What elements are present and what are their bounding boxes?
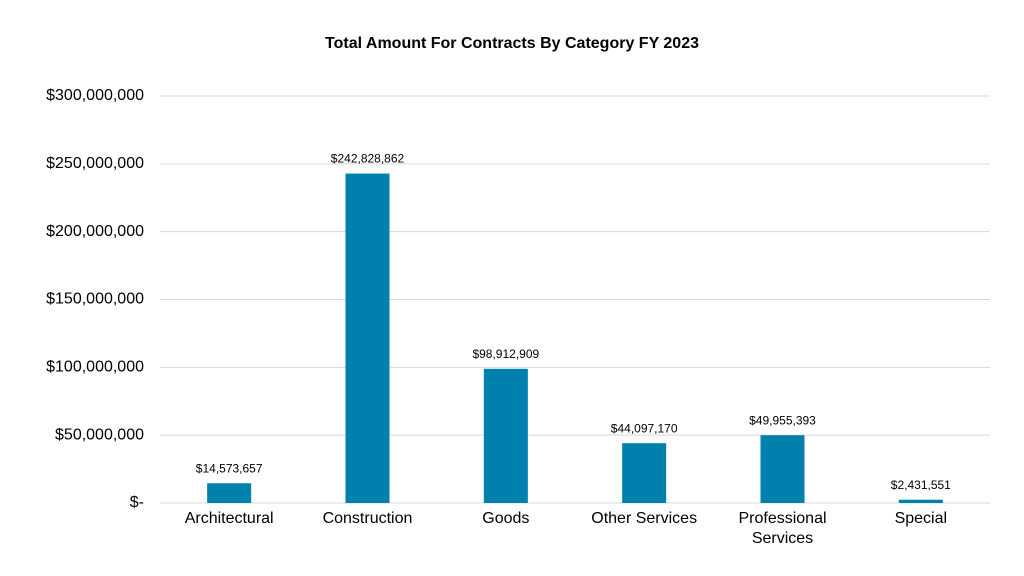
bar xyxy=(898,499,943,503)
chart-title: Total Amount For Contracts By Category F… xyxy=(325,35,699,52)
y-tick-label: $150,000,000 xyxy=(46,291,144,308)
y-tick-label: $300,000,000 xyxy=(46,87,144,104)
x-tick-label: Professional Services xyxy=(738,510,827,547)
y-tick-label: $250,000,000 xyxy=(46,155,144,172)
value-label: $49,955,393 xyxy=(749,413,816,427)
value-label: $2,431,551 xyxy=(891,478,951,492)
y-tick-label: $200,000,000 xyxy=(46,223,144,240)
bar xyxy=(622,443,667,503)
x-tick-label: Other Services xyxy=(591,510,698,527)
x-tick-label: Architectural xyxy=(184,510,274,527)
x-tick-label: Construction xyxy=(322,510,413,527)
y-tick-label: $50,000,000 xyxy=(55,426,144,443)
bar xyxy=(345,173,390,503)
y-tick-label: $100,000,000 xyxy=(46,359,144,376)
x-tick-label: Goods xyxy=(482,510,530,527)
bar xyxy=(760,435,805,503)
value-label: $242,828,862 xyxy=(331,152,405,166)
bar xyxy=(483,368,528,503)
y-tick-label: $- xyxy=(130,494,144,511)
value-label: $44,097,170 xyxy=(611,421,678,435)
bar xyxy=(207,483,252,503)
x-tick-label: Special xyxy=(894,510,948,527)
value-label: $98,912,909 xyxy=(472,347,539,361)
value-label: $14,573,657 xyxy=(196,461,263,475)
